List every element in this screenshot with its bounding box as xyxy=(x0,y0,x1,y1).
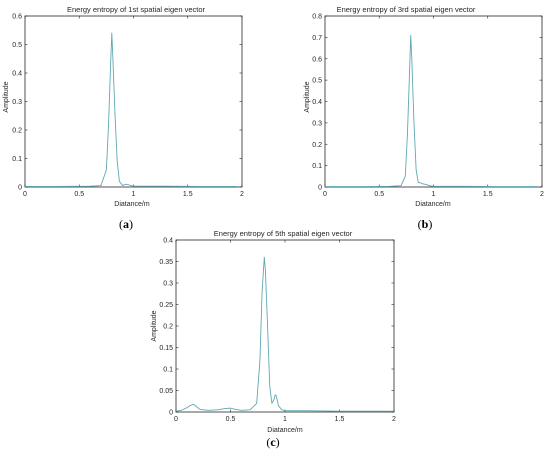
x-tick-label-b: 1.5 xyxy=(483,191,493,198)
y-tick-label-a: 0.6 xyxy=(12,14,22,21)
y-tick-label-c: 0.2 xyxy=(163,324,173,331)
chart-panel-c: Energy entropy of 5th spatial eigen vect… xyxy=(151,229,396,449)
caption-c: (c) xyxy=(266,435,279,449)
y-tick-label-b: 0.8 xyxy=(312,14,322,21)
x-tick-label-a: 2 xyxy=(240,191,244,198)
y-tick-label-a: 0.5 xyxy=(12,42,22,49)
y-tick-label-a: 0.4 xyxy=(12,71,22,78)
y-axis-label-b: Amplitude xyxy=(304,81,311,112)
y-tick-label-b: 0.6 xyxy=(312,56,322,63)
y-tick-label-b: 0.4 xyxy=(312,99,322,106)
x-tick-label-a: 0 xyxy=(23,191,27,198)
x-tick-label-c: 0 xyxy=(174,416,178,423)
x-tick-label-c: 1 xyxy=(283,416,287,423)
series-line-a xyxy=(25,32,237,187)
y-axis-label-a: Amplitude xyxy=(3,81,10,112)
chart-panel-a: Energy entropy of 1st spatial eigen vect… xyxy=(3,5,244,231)
y-tick-label-b: 0.7 xyxy=(312,35,322,42)
x-tick-label-b: 1 xyxy=(432,191,436,198)
y-tick-label-b: 0.2 xyxy=(312,142,322,149)
x-axis-label-b: Diatance/m xyxy=(415,201,451,208)
chart-title-a: Energy entropy of 1st spatial eigen vect… xyxy=(67,5,205,14)
y-tick-label-c: 0.1 xyxy=(163,367,173,374)
x-tick-label-a: 1.5 xyxy=(183,191,193,198)
x-tick-label-b: 2 xyxy=(540,191,544,198)
y-tick-label-c: 0.25 xyxy=(159,302,173,309)
y-tick-label-b: 0 xyxy=(318,185,322,192)
x-tick-label-b: 0.5 xyxy=(374,191,384,198)
y-tick-label-c: 0.05 xyxy=(159,388,173,395)
y-tick-label-b: 0.5 xyxy=(312,78,322,85)
y-tick-label-b: 0.3 xyxy=(312,120,322,127)
x-axis-label-c: Diatance/m xyxy=(267,427,303,434)
y-tick-label-a: 0.1 xyxy=(12,156,22,163)
chart-title-b: Energy entropy of 3rd spatial eigen vect… xyxy=(337,5,476,14)
series-line-b xyxy=(325,34,537,188)
y-tick-label-c: 0.3 xyxy=(163,281,173,288)
y-tick-label-c: 0.4 xyxy=(163,238,173,245)
y-tick-label-c: 0.15 xyxy=(159,345,173,352)
y-tick-label-b: 0.1 xyxy=(312,163,322,170)
plot-area-c xyxy=(175,239,395,413)
x-tick-label-c: 2 xyxy=(392,416,396,423)
chart-title-c: Energy entropy of 5th spatial eigen vect… xyxy=(214,229,353,238)
y-tick-label-c: 0.35 xyxy=(159,259,173,266)
y-tick-label-c: 0 xyxy=(169,410,173,417)
y-tick-label-a: 0 xyxy=(18,185,22,192)
x-axis-label-a: Diatance/m xyxy=(114,201,150,208)
y-tick-label-a: 0.3 xyxy=(12,99,22,106)
caption-b: (b) xyxy=(418,217,433,231)
x-tick-label-c: 1.5 xyxy=(335,416,345,423)
x-tick-label-a: 0.5 xyxy=(74,191,84,198)
series-line-c xyxy=(175,256,394,412)
x-tick-label-a: 1 xyxy=(132,191,136,198)
chart-panel-b: Energy entropy of 3rd spatial eigen vect… xyxy=(304,5,544,231)
plot-area-a xyxy=(24,15,243,188)
caption-a: (a) xyxy=(119,217,133,231)
y-axis-label-c: Amplitude xyxy=(151,310,158,341)
plot-area-b xyxy=(324,15,543,188)
x-tick-label-c: 0.5 xyxy=(226,416,236,423)
x-tick-label-b: 0 xyxy=(323,191,327,198)
y-tick-label-a: 0.2 xyxy=(12,128,22,135)
